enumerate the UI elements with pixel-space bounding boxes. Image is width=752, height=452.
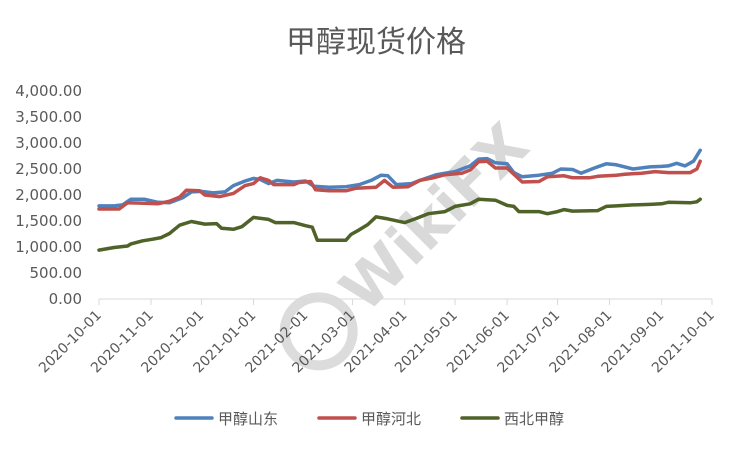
watermark-layer: WikiFX [279, 110, 542, 371]
y-tick-label: 2,000.00 [15, 186, 82, 204]
series-line-0 [97, 148, 702, 208]
chart-title: 甲醇现货价格 [286, 25, 466, 60]
series-line-1 [97, 159, 702, 211]
legend-label: 甲醇山东 [218, 410, 278, 428]
y-tick-label: 1,000.00 [15, 238, 82, 256]
y-tick-label: 3,000.00 [15, 134, 82, 152]
series-line-2 [97, 197, 702, 252]
y-tick-label: 0.00 [49, 290, 82, 308]
y-tick-label: 500.00 [30, 264, 83, 282]
y-tick-label: 4,000.00 [15, 82, 82, 100]
legend-label: 甲醇河北 [361, 410, 421, 428]
y-tick-label: 1,500.00 [15, 212, 82, 230]
legend: 甲醇山东 甲醇河北 西北甲醇 [174, 410, 564, 428]
y-tick-label: 2,500.00 [15, 160, 82, 178]
y-tick-label: 3,500.00 [15, 108, 82, 126]
watermark-text: WikiFX [327, 110, 542, 325]
y-axis: 0.00 500.00 1,000.00 1,500.00 2,000.00 2,500.… [15, 82, 82, 308]
legend-label: 西北甲醇 [504, 410, 564, 428]
series-layer [97, 148, 702, 252]
watermark-logo-icon [279, 292, 358, 371]
